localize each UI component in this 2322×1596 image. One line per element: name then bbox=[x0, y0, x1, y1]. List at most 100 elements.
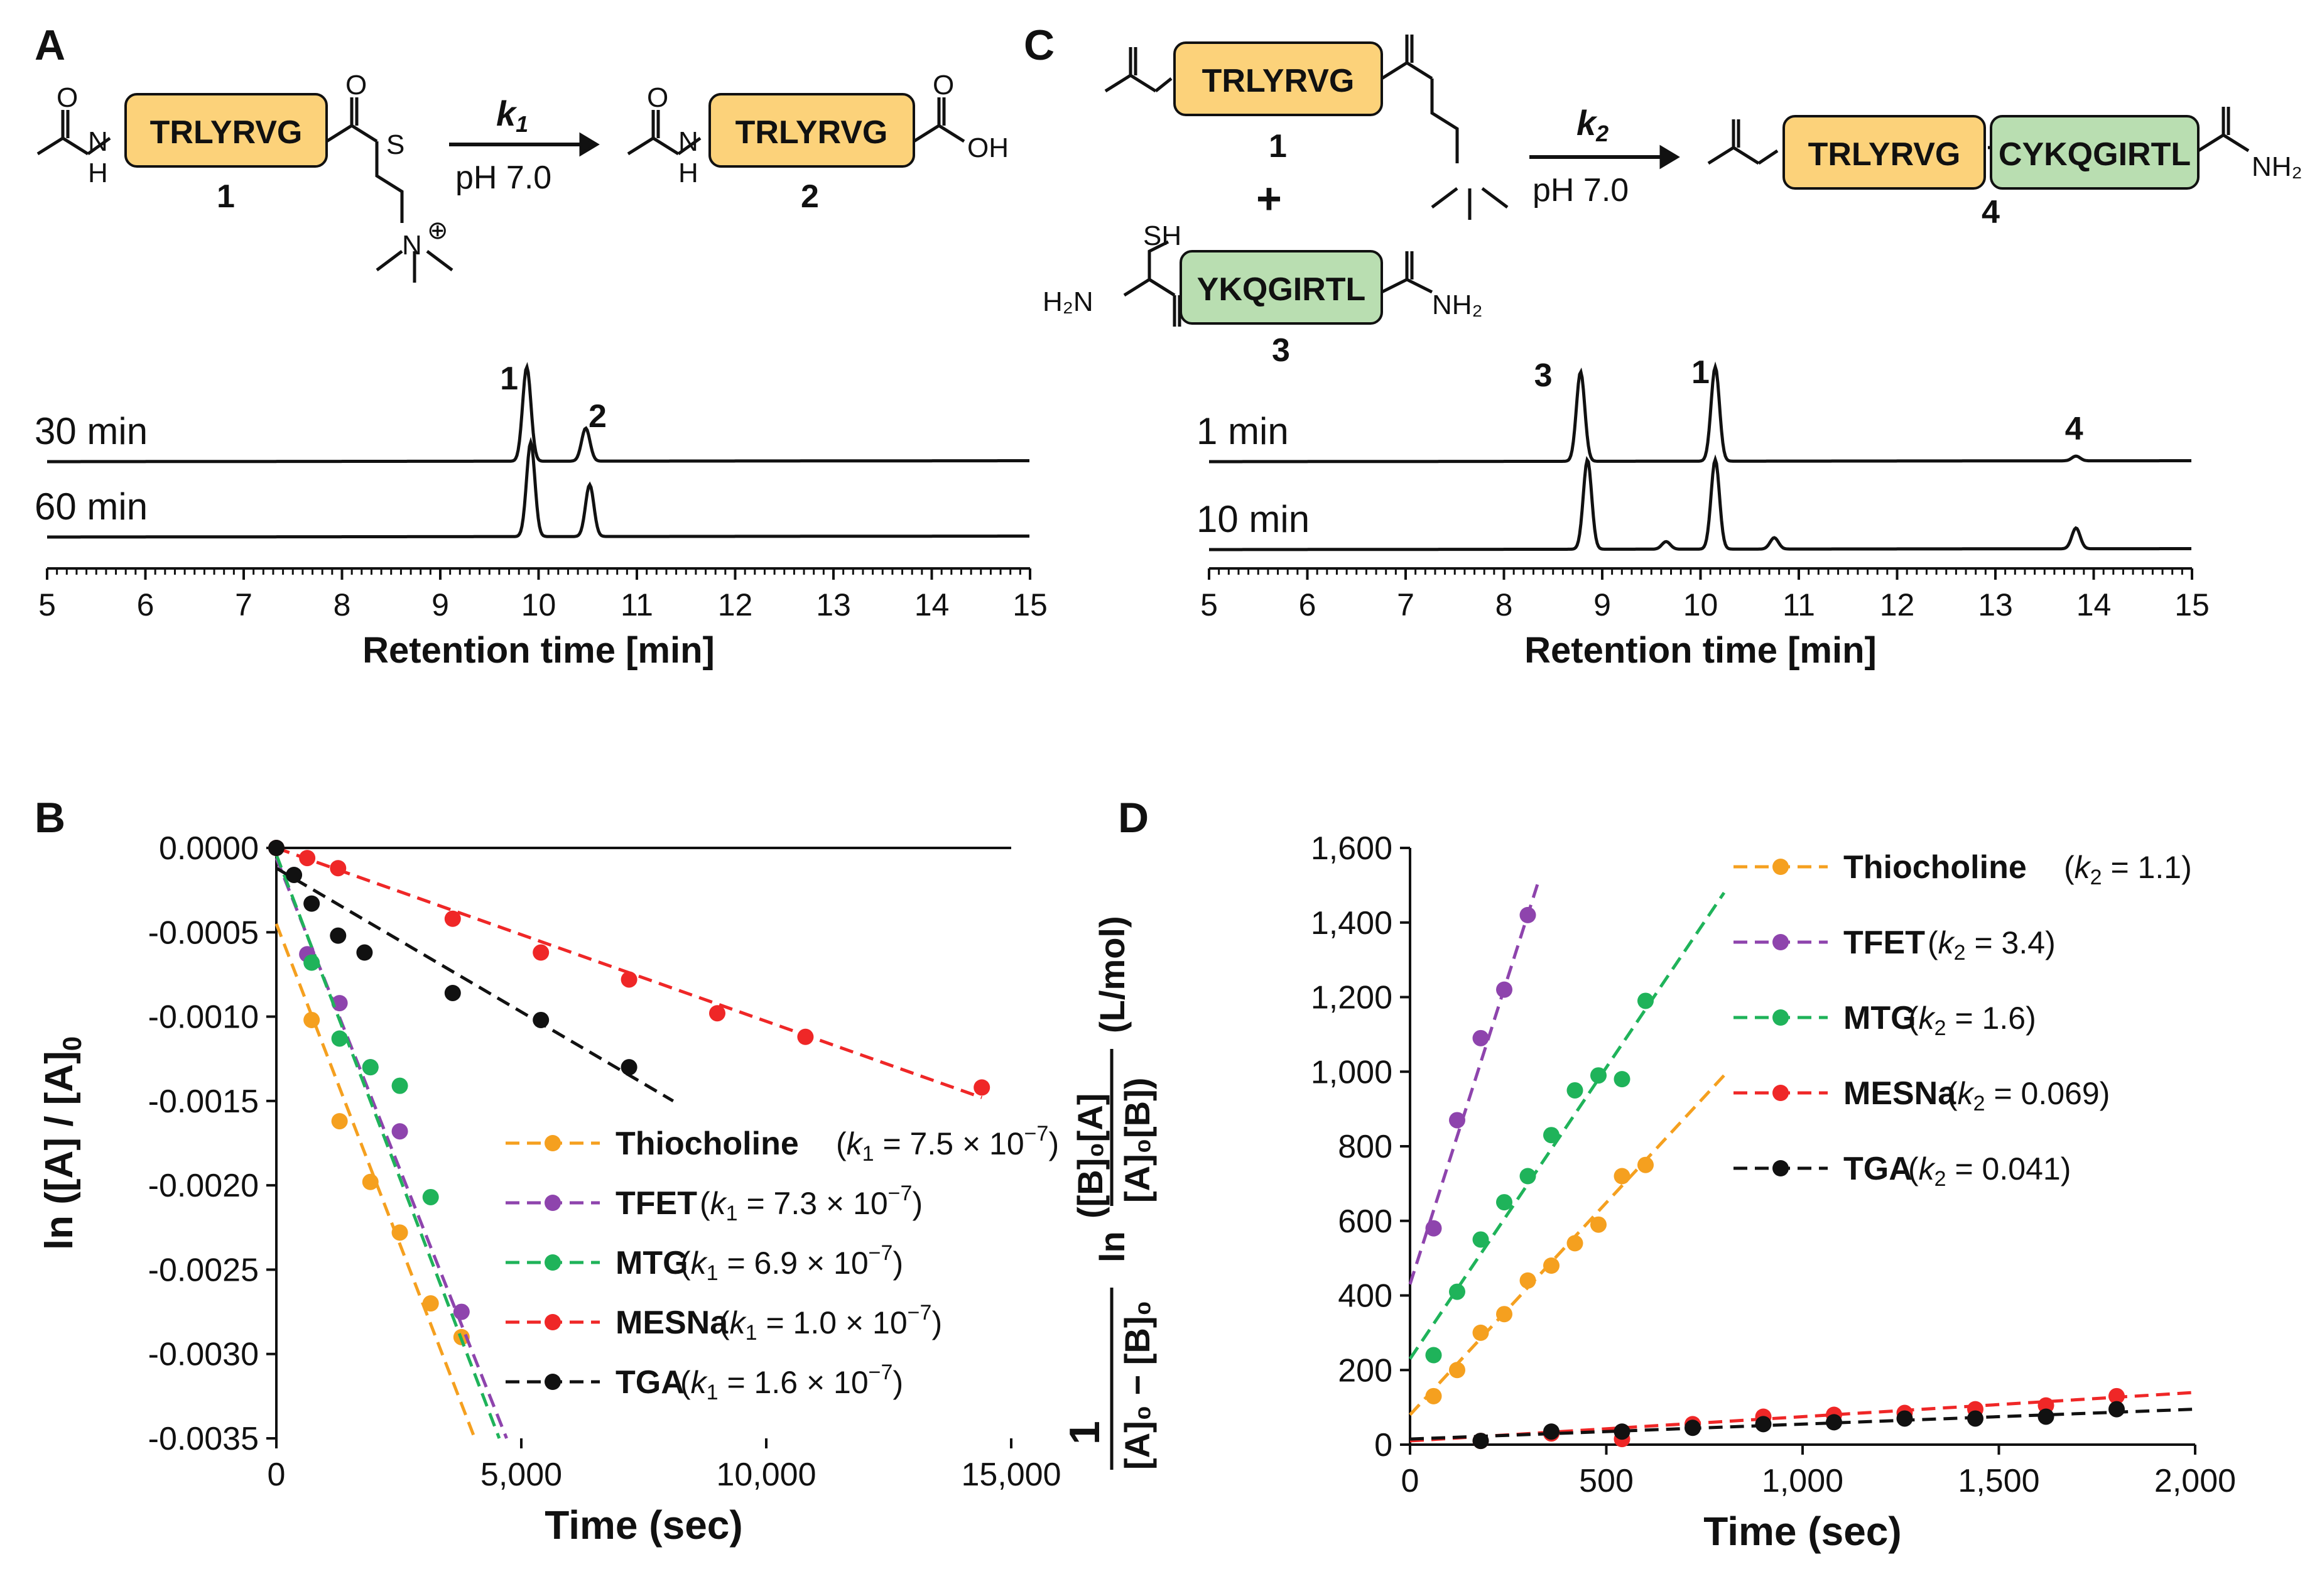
data-point bbox=[621, 971, 637, 988]
condition-ph-a: pH 7.0 bbox=[455, 160, 551, 196]
plot-b: 0.0000 -0.0005 -0.0010 -0.0015 -0.0020 -0.002… bbox=[38, 830, 1061, 1548]
data-point bbox=[330, 927, 347, 944]
chrom-x-tick-label: 8 bbox=[334, 587, 351, 622]
scheme-a bbox=[36, 97, 965, 283]
nh2-group-c3: NH₂ bbox=[1432, 290, 1483, 320]
compound-label-2-a: 2 bbox=[801, 178, 819, 215]
nh2-group-c4: NH₂ bbox=[2252, 151, 2303, 182]
data-point bbox=[1590, 1216, 1607, 1233]
chrom-peak-label: 3 bbox=[1534, 357, 1553, 394]
scheme-c bbox=[1104, 35, 2250, 327]
chrom-trace-label: 60 min bbox=[35, 486, 148, 528]
data-point bbox=[453, 1303, 470, 1320]
y-axis-title-numerator: 1 bbox=[1061, 1421, 1109, 1445]
legend-swatch-marker bbox=[1772, 1160, 1789, 1176]
chrom-peak-label: 1 bbox=[1691, 354, 1710, 391]
data-point bbox=[444, 910, 461, 927]
chrom-x-tick-label: 9 bbox=[1593, 587, 1611, 622]
chrom-peak-label: 2 bbox=[589, 398, 607, 435]
peptide-label-cykqgirtl-c4: CYKQGIRTL bbox=[1999, 136, 2191, 173]
compound-label-1-a: 1 bbox=[217, 178, 235, 215]
peptide-box-trlyrvg-c1 bbox=[1173, 41, 1383, 116]
data-point bbox=[1543, 1423, 1560, 1440]
data-point bbox=[303, 954, 320, 971]
chrom-x-tick-label: 7 bbox=[235, 587, 252, 622]
atom-o-a3: O bbox=[647, 82, 668, 113]
atom-h-a1: H bbox=[88, 158, 108, 188]
legend-series-name: TFET bbox=[1843, 925, 1925, 961]
sh-group-c: SH bbox=[1143, 220, 1181, 251]
chrom-trace-label: 10 min bbox=[1196, 498, 1310, 540]
legend-rate-constant: (k1 = 6.9 × 10−7) bbox=[680, 1241, 903, 1285]
data-point bbox=[444, 984, 461, 1001]
atom-n-a3: N bbox=[678, 126, 698, 157]
y-axis-title-denominator: [A]₀ − [B]₀ bbox=[1117, 1300, 1157, 1470]
data-point bbox=[331, 1030, 348, 1047]
chrom-x-tick-label: 13 bbox=[1978, 587, 2013, 622]
chrom-x-tick-label: 10 bbox=[521, 587, 556, 622]
data-point bbox=[1543, 1257, 1560, 1274]
data-point bbox=[1425, 1347, 1442, 1364]
panel-letter-c: C bbox=[1024, 21, 1055, 69]
plot-d: 0 200 400 600 800 1,000 1,200 1,400 1,600 0 500 1,0… bbox=[1061, 830, 2236, 1554]
chrom-x-axis-title: Retention time [min] bbox=[362, 630, 715, 671]
panel-letter-a: A bbox=[35, 21, 65, 69]
atom-n-a2: N bbox=[402, 230, 422, 261]
chrom-x-tick-label: 14 bbox=[2076, 587, 2112, 622]
chrom-trace bbox=[47, 362, 1029, 464]
legend-swatch-marker bbox=[545, 1195, 561, 1211]
data-point bbox=[2037, 1408, 2054, 1425]
x-axis-title: Time (sec) bbox=[545, 1502, 742, 1548]
y-tick-label: 1,400 bbox=[1311, 905, 1392, 942]
data-point bbox=[2108, 1401, 2125, 1418]
y-axis-title-inner-den: [A]₀[B]) bbox=[1117, 1078, 1157, 1203]
data-point bbox=[1614, 1423, 1630, 1440]
data-point bbox=[1614, 1071, 1630, 1088]
data-point bbox=[1472, 1324, 1489, 1341]
y-tick-label: 1,600 bbox=[1311, 830, 1392, 867]
chrom-x-tick-label: 6 bbox=[137, 587, 155, 622]
compound-label-4-c: 4 bbox=[1982, 194, 2000, 231]
data-point bbox=[1543, 1127, 1560, 1144]
chrom-x-tick-label: 11 bbox=[1782, 587, 1815, 622]
legend-swatch-marker bbox=[545, 1135, 561, 1151]
fit-line bbox=[1409, 1074, 1725, 1416]
atom-o-a2: O bbox=[345, 70, 367, 100]
data-point bbox=[974, 1079, 990, 1096]
y-tick-label: 1,200 bbox=[1311, 980, 1392, 1016]
y-tick-label: -0.0005 bbox=[148, 915, 259, 951]
data-point bbox=[330, 860, 347, 877]
data-point bbox=[422, 1188, 439, 1205]
x-tick-label: 0 bbox=[1401, 1463, 1419, 1499]
legend-swatch-marker bbox=[545, 1314, 561, 1330]
fit-line bbox=[275, 867, 675, 1103]
x-tick-label: 5,000 bbox=[480, 1457, 562, 1493]
h2n-group-c: H₂N bbox=[1043, 286, 1093, 317]
data-point bbox=[1967, 1410, 1983, 1427]
data-point bbox=[1755, 1416, 1772, 1433]
data-point bbox=[1472, 1231, 1489, 1248]
peptide-label-trlyrvg-reactant: TRLYRVG bbox=[150, 114, 303, 151]
chrom-peak-label: 4 bbox=[2065, 411, 2083, 447]
data-point bbox=[331, 995, 348, 1012]
data-point bbox=[533, 1011, 550, 1028]
legend-swatch-marker bbox=[545, 1254, 561, 1271]
y-tick-label: 800 bbox=[1338, 1129, 1392, 1165]
data-point bbox=[1496, 1306, 1512, 1323]
data-point bbox=[1472, 1433, 1489, 1450]
chrom-x-tick-label: 10 bbox=[1683, 587, 1718, 622]
legend-swatch-marker bbox=[1772, 934, 1789, 950]
chrom-x-tick-label: 12 bbox=[1880, 587, 1915, 622]
charge-plus-a: ⊕ bbox=[427, 217, 448, 244]
chrom-trace-label: 1 min bbox=[1196, 410, 1289, 452]
data-point bbox=[1472, 1029, 1489, 1046]
data-point bbox=[268, 840, 285, 856]
legend-series-name: TFET bbox=[616, 1185, 697, 1222]
data-point bbox=[1519, 1272, 1536, 1289]
legend-series-name: MTG bbox=[1843, 1000, 1916, 1036]
panel-letter-b: B bbox=[35, 794, 65, 842]
legend-series-name: TGA bbox=[616, 1364, 685, 1401]
